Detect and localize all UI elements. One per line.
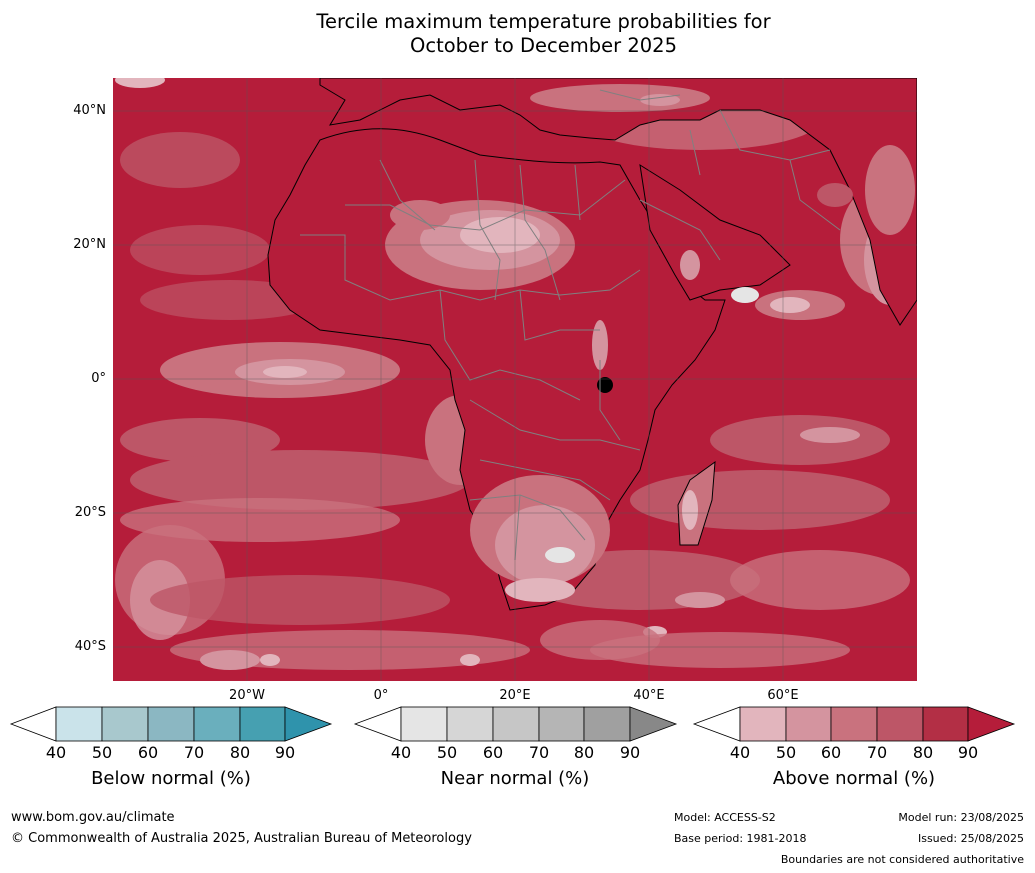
lat-label-20n: 20°N [73,237,106,252]
gridlines [113,78,917,681]
lon-label-0: 0° [373,688,389,703]
colorbar-above-normal [692,706,1016,742]
tick: 80 [912,743,934,762]
tick: 60 [137,743,159,762]
tick: 40 [729,743,751,762]
colorbar-label-below: Below normal (%) [91,768,251,789]
tick: 90 [957,743,979,762]
tick: 50 [775,743,797,762]
model-text: Model: ACCESS-S2 [674,811,776,824]
colorbar-below-normal [9,706,333,742]
title-line-2: October to December 2025 [410,34,677,57]
lat-label-40s: 40°S [74,639,106,654]
eurasia-landmass [319,78,917,326]
tick: 90 [274,743,296,762]
issued-text: Issued: 25/08/2025 [917,832,1024,845]
tick: 70 [528,743,550,762]
lon-label-40e: 40°E [633,688,665,703]
tick: 60 [820,743,842,762]
tick: 60 [482,743,504,762]
title-line-1: Tercile maximum temperature probabilitie… [316,10,771,33]
disclaimer-text: Boundaries are not considered authoritat… [780,853,1024,866]
tick: 80 [573,743,595,762]
lat-label-40n: 40°N [73,103,106,118]
tick: 80 [229,743,251,762]
model-run-text: Model run: 23/08/2025 [898,811,1024,824]
colorbar-label-near: Near normal (%) [440,768,590,789]
chart-title: Tercile maximum temperature probabilitie… [0,10,1035,58]
tick: 50 [436,743,458,762]
lon-label-60e: 60°E [767,688,799,703]
tick: 70 [183,743,205,762]
tick: 40 [390,743,412,762]
tick: 50 [91,743,113,762]
lat-label-0: 0° [91,371,106,386]
colorbar-near-normal [353,706,678,742]
lon-label-20w: 20°W [229,688,265,703]
africa-landmass [267,128,726,611]
map-area [113,78,917,681]
base-period-text: Base period: 1981-2018 [674,832,807,845]
website-link[interactable]: www.bom.gov.au/climate [11,810,175,825]
lon-label-20e: 20°E [499,688,531,703]
tick: 90 [619,743,641,762]
lat-label-20s: 20°S [74,505,106,520]
tick: 70 [866,743,888,762]
colorbar-label-above: Above normal (%) [772,768,936,789]
country-borders [300,89,841,561]
copyright-text: © Commonwealth of Australia 2025, Austra… [11,831,472,846]
tick: 40 [45,743,67,762]
